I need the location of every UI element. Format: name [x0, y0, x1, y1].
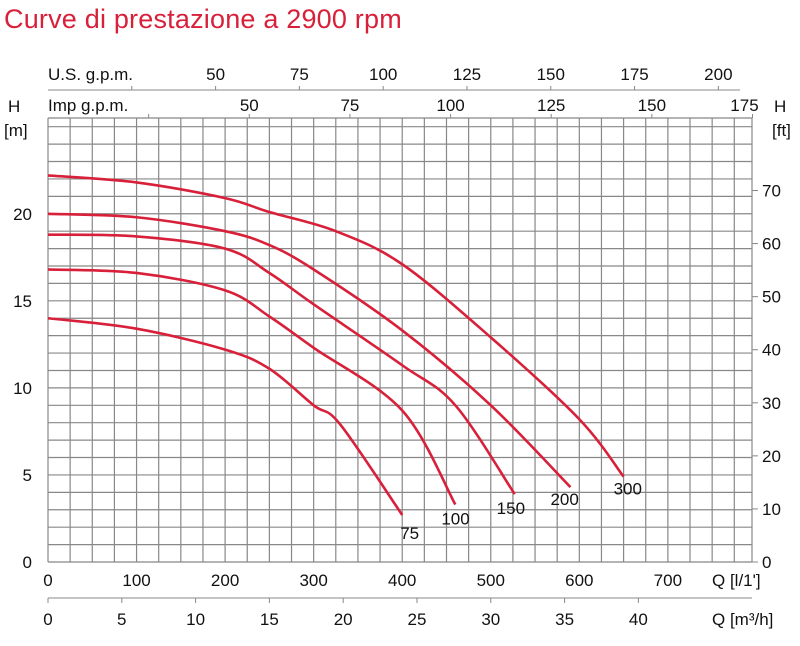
curve-150 [47, 233, 516, 495]
y-axis-label: H [8, 97, 20, 116]
x-tick-label: 200 [211, 571, 239, 590]
y-tick-label: 5 [23, 466, 32, 485]
x-top-us-tick-label: 125 [453, 65, 481, 84]
x-top-us-tick-label: 175 [620, 65, 648, 84]
x-secondary-tick-label: 35 [555, 610, 574, 629]
curve-label-300: 300 [614, 480, 642, 499]
x-secondary-tick-label: 30 [481, 610, 500, 629]
x-tick-label: 600 [565, 571, 593, 590]
x-secondary-tick-label: 15 [260, 610, 279, 629]
x-top-us-tick-label: 150 [537, 65, 565, 84]
curve-300 [47, 174, 625, 478]
x-tick-label: 0 [43, 571, 52, 590]
x-secondary-tick-label: 40 [629, 610, 648, 629]
x-axis-label: Q [l/1'] [712, 571, 761, 590]
curve-label-150: 150 [497, 499, 525, 518]
x-top-imp-tick-label: 50 [240, 96, 259, 115]
curve-label-100: 100 [441, 510, 469, 529]
x-secondary-tick-label: 20 [334, 610, 353, 629]
x-secondary-tick-label: 0 [43, 610, 52, 629]
y-right-tick-label: 20 [762, 447, 781, 466]
x-top-us-tick-label: 75 [290, 65, 309, 84]
y-tick-label: 20 [13, 205, 32, 224]
x-secondary-axis-label: Q [m³/h] [712, 610, 773, 629]
x-top-imp-tick-label: 75 [340, 96, 359, 115]
x-top-imp-tick-label: 100 [436, 96, 464, 115]
x-top-imp-tick-label: 125 [537, 96, 565, 115]
y-right-tick-label: 30 [762, 394, 781, 413]
x-tick-label: 100 [122, 571, 150, 590]
curve-200 [47, 212, 572, 489]
y-axis-unit: [m] [4, 121, 28, 140]
x-tick-label: 300 [299, 571, 327, 590]
x-top-us-tick-label: 100 [369, 65, 397, 84]
y-tick-label: 15 [13, 292, 32, 311]
x-top-us-axis-label: U.S. g.p.m. [48, 65, 133, 84]
curve-label-200: 200 [550, 490, 578, 509]
y-right-tick-label: 60 [762, 235, 781, 254]
x-secondary-tick-label: 10 [186, 610, 205, 629]
x-top-imp-tick-label: 150 [638, 96, 666, 115]
x-top-us-tick-label: 50 [206, 65, 225, 84]
x-secondary-tick-label: 5 [117, 610, 126, 629]
x-secondary-tick-label: 25 [408, 610, 427, 629]
y-right-axis-unit: [ft] [772, 121, 791, 140]
chart-title: Curve di prestazione a 2900 rpm [4, 4, 402, 34]
y-tick-label: 0 [23, 553, 32, 572]
y-right-tick-label: 70 [762, 182, 781, 201]
y-right-tick-label: 0 [762, 553, 771, 572]
x-top-imp-tick-label: 175 [730, 96, 758, 115]
curve-100 [47, 268, 457, 506]
x-tick-label: 500 [477, 571, 505, 590]
y-right-axis-label: H [774, 97, 786, 116]
x-tick-label: 700 [654, 571, 682, 590]
curve-75 [47, 316, 404, 516]
y-right-tick-label: 10 [762, 500, 781, 519]
x-tick-label: 400 [388, 571, 416, 590]
y-right-tick-label: 40 [762, 341, 781, 360]
x-top-imp-axis-label: Imp g.p.m. [48, 96, 128, 115]
curve-label-75: 75 [400, 524, 419, 543]
y-tick-label: 10 [13, 379, 32, 398]
y-right-tick-label: 50 [762, 288, 781, 307]
x-top-us-tick-label: 200 [704, 65, 732, 84]
